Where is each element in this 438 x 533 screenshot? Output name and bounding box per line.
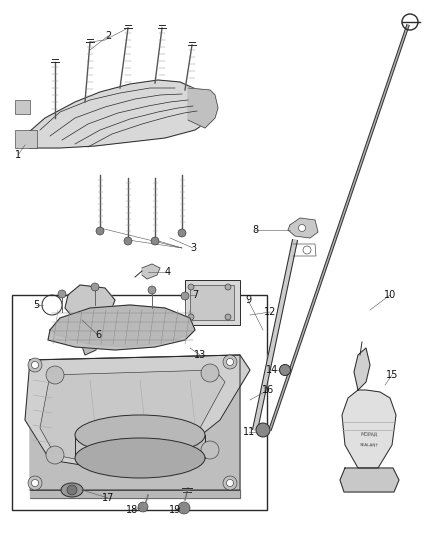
- Text: 10: 10: [384, 290, 396, 300]
- Bar: [15, 130, 37, 148]
- Circle shape: [201, 441, 219, 459]
- Polygon shape: [18, 80, 210, 148]
- Text: 18: 18: [126, 505, 138, 515]
- Circle shape: [178, 229, 186, 237]
- Text: 12: 12: [264, 307, 276, 317]
- Text: 16: 16: [262, 385, 274, 395]
- Text: MOPAR: MOPAR: [360, 432, 378, 438]
- Circle shape: [181, 292, 189, 300]
- Circle shape: [299, 224, 305, 231]
- Polygon shape: [80, 318, 100, 355]
- Polygon shape: [40, 370, 225, 462]
- Circle shape: [256, 423, 270, 437]
- Polygon shape: [288, 218, 318, 238]
- Circle shape: [226, 359, 233, 366]
- Text: 3: 3: [190, 243, 196, 253]
- Text: 15: 15: [386, 370, 398, 380]
- Circle shape: [178, 502, 190, 514]
- Circle shape: [201, 364, 219, 382]
- Text: 9: 9: [245, 295, 251, 305]
- Ellipse shape: [75, 415, 205, 455]
- Polygon shape: [340, 468, 399, 492]
- Polygon shape: [342, 390, 396, 468]
- Circle shape: [58, 290, 66, 298]
- Circle shape: [225, 284, 231, 290]
- Circle shape: [124, 237, 132, 245]
- Text: 4: 4: [165, 267, 171, 277]
- Text: 7: 7: [192, 290, 198, 300]
- Bar: [190, 285, 234, 320]
- Circle shape: [223, 355, 237, 369]
- Text: 2: 2: [105, 31, 111, 41]
- Circle shape: [188, 314, 194, 320]
- Circle shape: [279, 365, 290, 376]
- Circle shape: [28, 476, 42, 490]
- Bar: [15, 100, 30, 114]
- Text: 5: 5: [33, 300, 39, 310]
- Circle shape: [46, 446, 64, 464]
- Circle shape: [148, 286, 156, 294]
- Circle shape: [32, 480, 39, 487]
- Polygon shape: [354, 348, 370, 390]
- Text: SEALANT: SEALANT: [360, 443, 378, 447]
- Circle shape: [188, 284, 194, 290]
- Text: 17: 17: [102, 493, 114, 503]
- Circle shape: [46, 366, 64, 384]
- Ellipse shape: [61, 483, 83, 497]
- Text: 14: 14: [266, 365, 278, 375]
- Circle shape: [303, 246, 311, 254]
- Polygon shape: [50, 305, 195, 347]
- Polygon shape: [48, 305, 195, 350]
- Circle shape: [67, 485, 77, 495]
- Polygon shape: [188, 88, 218, 128]
- Circle shape: [138, 502, 148, 512]
- Bar: [185, 280, 240, 325]
- Circle shape: [32, 361, 39, 368]
- Text: 19: 19: [169, 505, 181, 515]
- Circle shape: [28, 358, 42, 372]
- Polygon shape: [142, 264, 160, 279]
- Text: 6: 6: [95, 330, 101, 340]
- Ellipse shape: [75, 438, 205, 478]
- Circle shape: [226, 480, 233, 487]
- Text: 13: 13: [194, 350, 206, 360]
- Circle shape: [225, 314, 231, 320]
- Text: 8: 8: [252, 225, 258, 235]
- Polygon shape: [253, 239, 297, 431]
- Polygon shape: [25, 355, 250, 468]
- Bar: [190, 92, 212, 114]
- Circle shape: [91, 283, 99, 291]
- Circle shape: [223, 476, 237, 490]
- Circle shape: [96, 227, 104, 235]
- Text: 1: 1: [15, 150, 21, 160]
- Bar: [12, 295, 267, 510]
- Text: 11: 11: [243, 427, 255, 437]
- Circle shape: [151, 237, 159, 245]
- Polygon shape: [269, 25, 409, 430]
- Polygon shape: [30, 355, 240, 490]
- Polygon shape: [65, 285, 115, 328]
- Polygon shape: [30, 490, 240, 498]
